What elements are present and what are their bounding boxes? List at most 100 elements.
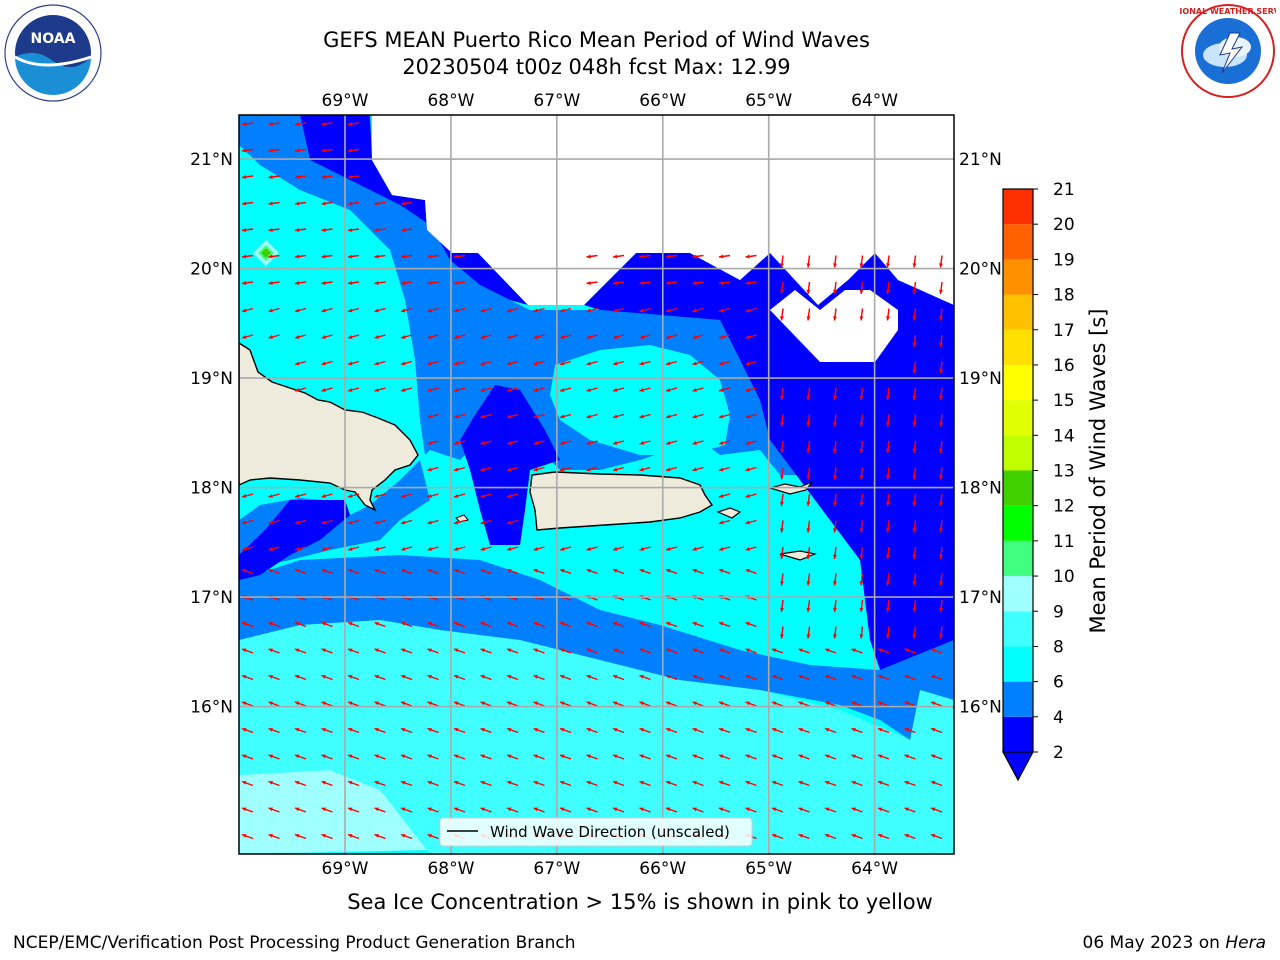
wave-arrowhead xyxy=(348,280,353,285)
wave-arrowhead xyxy=(321,361,326,366)
wave-arrowhead xyxy=(912,607,917,612)
wave-arrowhead xyxy=(427,807,432,812)
wave-arrowhead xyxy=(348,754,353,759)
wave-arrowhead xyxy=(242,568,247,573)
wave-arrowhead xyxy=(374,254,379,259)
wave-arrowhead xyxy=(480,674,485,679)
wave-arrowhead xyxy=(560,467,565,472)
wave-arrowhead xyxy=(692,308,697,313)
wave-arrowhead xyxy=(454,441,459,445)
wave-arrowhead xyxy=(321,727,326,732)
lon-label-top: 66°W xyxy=(639,91,686,111)
wave-arrowhead xyxy=(242,807,247,812)
wave-arrowhead xyxy=(268,727,273,732)
wave-arrowhead xyxy=(427,701,432,706)
wave-arrowhead xyxy=(798,754,803,759)
footer-host: Hera xyxy=(1225,933,1266,953)
wave-arrowhead xyxy=(639,254,644,259)
noaa-logo: NOAA xyxy=(4,4,102,102)
wave-arrowhead xyxy=(321,335,326,339)
wave-arrowhead xyxy=(348,388,353,392)
wave-arrowhead xyxy=(886,395,890,400)
wave-arrowhead xyxy=(268,201,273,206)
wave-arrowhead xyxy=(295,280,300,285)
wave-arrowhead xyxy=(745,335,750,339)
wave-arrowhead xyxy=(348,648,353,653)
wave-arrowhead xyxy=(806,634,811,639)
wave-arrowhead xyxy=(859,475,864,480)
wave-arrowhead xyxy=(639,780,644,785)
wave-arrowhead xyxy=(427,388,432,392)
wave-arrowhead xyxy=(806,263,811,268)
wave-arrowhead xyxy=(348,621,353,626)
lon-label-bottom: 67°W xyxy=(533,859,580,879)
colorbar-segment xyxy=(1003,611,1033,647)
wave-arrowhead xyxy=(533,335,538,339)
wave-arrowhead xyxy=(533,621,538,626)
wave-arrowhead xyxy=(904,754,909,759)
wave-arrowhead xyxy=(833,607,837,612)
wave-arrowhead xyxy=(427,308,432,313)
wave-arrowhead xyxy=(666,568,671,573)
wave-arrowhead xyxy=(666,648,671,653)
wave-arrowhead xyxy=(480,568,485,573)
wave-arrowhead xyxy=(507,494,512,498)
wave-arrowhead xyxy=(939,634,943,639)
lat-label-right: 21°N xyxy=(959,150,1002,170)
wave-arrowhead xyxy=(719,441,724,445)
wave-arrowhead xyxy=(851,780,856,785)
wave-arrowhead xyxy=(912,581,917,586)
wave-arrowhead xyxy=(427,648,432,653)
wave-arrowhead xyxy=(242,621,247,626)
wave-arrowhead xyxy=(666,547,671,551)
wave-arrowhead xyxy=(912,316,917,321)
wave-arrowhead xyxy=(374,674,379,679)
wave-arrowhead xyxy=(454,648,459,653)
colorbar-segment xyxy=(1003,576,1033,612)
wave-arrowhead xyxy=(666,388,671,392)
wave-arrowhead xyxy=(719,388,724,392)
wave-arrowhead xyxy=(886,263,890,268)
wave-arrowhead xyxy=(851,754,856,759)
wave-arrowhead xyxy=(912,448,917,453)
wave-arrowhead xyxy=(560,727,565,732)
wave-arrowhead xyxy=(745,494,750,498)
wave-arrowhead xyxy=(321,833,326,838)
wave-arrowhead xyxy=(507,520,512,525)
colorbar-tick-label: 16 xyxy=(1053,356,1075,376)
wave-arrowhead xyxy=(825,754,830,759)
wave-arrowhead xyxy=(480,335,485,339)
wave-arrowhead xyxy=(912,422,917,427)
wave-arrowhead xyxy=(348,335,353,339)
wave-arrowhead xyxy=(806,448,811,453)
wave-arrowhead xyxy=(613,568,618,573)
wave-arrowhead xyxy=(295,335,300,339)
wave-arrowhead xyxy=(806,554,811,559)
wave-arrowhead xyxy=(939,342,943,347)
wave-arrowhead xyxy=(692,335,697,339)
wave-arrowhead xyxy=(886,475,890,480)
wave-arrowhead xyxy=(719,414,724,419)
svg-text:NATIONAL WEATHER SERVICE: NATIONAL WEATHER SERVICE xyxy=(1180,7,1276,16)
wave-arrowhead xyxy=(374,335,379,339)
wave-arrowhead xyxy=(806,528,811,533)
lat-label-left: 21°N xyxy=(190,150,233,170)
nodata-north-east xyxy=(770,290,898,362)
wave-arrowhead xyxy=(886,501,890,506)
wave-arrowhead xyxy=(507,308,512,313)
wave-arrowhead xyxy=(825,780,830,785)
wave-arrowhead xyxy=(780,634,784,639)
wave-arrowhead xyxy=(268,674,273,679)
colorbar-extend xyxy=(1001,751,1035,782)
wave-arrowhead xyxy=(454,807,459,812)
wave-arrowhead xyxy=(833,422,837,427)
wave-arrowhead xyxy=(295,308,300,313)
wave-arrowhead xyxy=(666,441,671,445)
wave-arrowhead xyxy=(745,547,750,551)
land-vieques xyxy=(716,507,742,519)
wave-arrowhead xyxy=(719,621,724,626)
wave-arrowhead xyxy=(859,501,864,506)
wave-arrowhead xyxy=(295,361,300,366)
wave-arrowhead xyxy=(904,674,909,679)
wave-arrowhead xyxy=(904,648,909,653)
